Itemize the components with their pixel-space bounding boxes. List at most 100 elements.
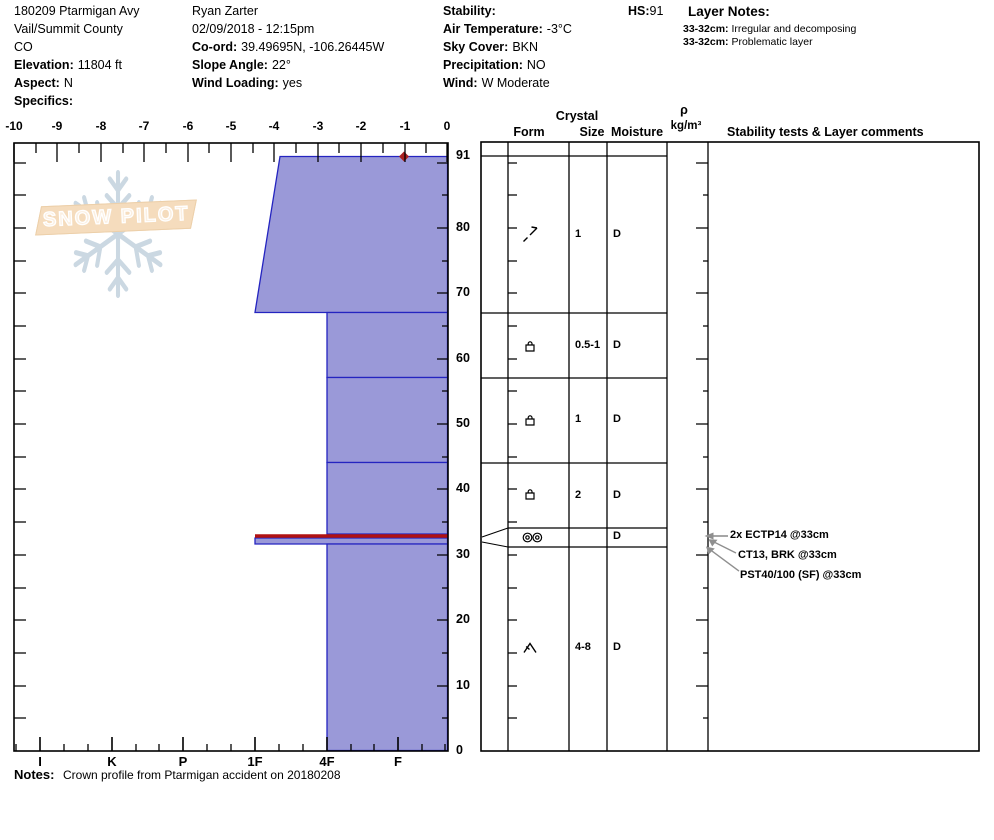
depth-tick-label: 0 (456, 743, 463, 757)
depth-right-major-ticks (437, 162, 448, 687)
crystal-form-fc-icon (525, 341, 535, 352)
site-title: 180209 Ptarmigan Avy (14, 4, 140, 18)
wind: Wind: W Moderate (443, 76, 550, 90)
temp-tick-label: -7 (138, 119, 150, 133)
temp-axis-major-ticks (13, 143, 448, 162)
temp-tick-label: -2 (355, 119, 367, 133)
layer-bar-67-57 (326, 311, 449, 379)
layer-bar-32-0 (326, 543, 449, 752)
precipitation: Precipitation: NO (443, 58, 546, 72)
temp-tick-label: -5 (225, 119, 237, 133)
layer-bar-33-32 (254, 537, 449, 545)
wind-loading: Wind Loading: yes (192, 76, 303, 90)
crystal-form-mfcr-icon (522, 532, 543, 543)
depth-tick-label: 30 (456, 547, 470, 561)
depth-tick-label: 40 (456, 481, 470, 495)
table-header-density-units: kg/m³ (670, 120, 702, 132)
layer-note: 33-32cm: Problematic layer (683, 36, 813, 48)
temp-tick-label: -6 (182, 119, 194, 133)
crystal-form-fc-icon (525, 489, 535, 500)
moisture-cell: D (613, 489, 621, 501)
stability-rating: Stability: (443, 4, 496, 18)
depth-tick-label: 20 (456, 612, 470, 626)
density-column-major-ticks (696, 162, 708, 687)
layer-bar-57-44 (326, 376, 449, 464)
moisture-cell: D (613, 339, 621, 351)
layer-bar-91-67 (254, 155, 449, 314)
temp-tick-label: -1 (399, 119, 411, 133)
snowpilot-logo-text: SNOW PILOT (42, 202, 191, 232)
moisture-cell: D (613, 530, 621, 542)
observer-name: Ryan Zarter (192, 4, 258, 18)
temp-axis-minor-ticks (35, 143, 427, 153)
sky-cover: Sky Cover: BKN (443, 40, 539, 54)
grain-size-cell: 0.5-1 (575, 339, 601, 351)
table-header-comments: Stability tests & Layer comments (727, 125, 924, 139)
stability-test-result: CT13, BRK @33cm (738, 549, 837, 561)
hardness-axis-minor-ticks (15, 744, 446, 751)
hardness-tick-label: 4F (319, 754, 335, 769)
temp-tick-label: 0 (443, 119, 451, 133)
layer-note: 33-32cm: Irregular and decomposing (683, 23, 857, 35)
form-column-depth-ticks (508, 162, 517, 719)
moisture-cell: D (613, 228, 621, 240)
grain-size-cell: 2 (575, 489, 582, 501)
depth-tick-label: 50 (456, 416, 470, 430)
depth-tick-label: 10 (456, 678, 470, 692)
layer-table-border (480, 141, 980, 752)
layer-bar-44-33 (326, 461, 449, 535)
depth-tick-label: 60 (456, 351, 470, 365)
table-header-size: Size (579, 125, 605, 139)
hardness-tick-label: P (178, 754, 188, 769)
thin-layer-flare-bracket (481, 527, 509, 548)
temp-tick-label: -8 (95, 119, 107, 133)
temp-tick-label: -9 (51, 119, 63, 133)
notes-text: Crown profile from Ptarmigan accident on… (63, 768, 341, 782)
stability-test-result: 2x ECTP14 @33cm (730, 529, 829, 541)
stability-test-arrows (704, 532, 740, 572)
temp-tick-label: -10 (5, 119, 23, 133)
air-temperature: Air Temperature: -3°C (443, 22, 572, 36)
notes-label: Notes: (14, 767, 55, 782)
grain-size-cell: 1 (575, 413, 582, 425)
coordinates: Co-ord: 39.49695N, -106.26445W (192, 40, 385, 54)
hardness-tick-label: I (38, 754, 42, 769)
site-elevation: Elevation: 11804 ft (14, 58, 123, 72)
hardness-axis-major-ticks (39, 737, 399, 751)
moisture-cell: D (613, 641, 621, 653)
hardness-tick-label: K (107, 754, 117, 769)
table-column-lines (507, 142, 709, 751)
site-state: CO (14, 40, 33, 54)
table-header-moisture: Moisture (610, 125, 664, 139)
crystal-form-df-icon (523, 226, 538, 242)
density-column-minor-ticks (703, 194, 708, 719)
stability-test-result: PST40/100 (SF) @33cm (740, 569, 862, 581)
site-region: Vail/Summit County (14, 22, 123, 36)
crystal-form-fc-icon (525, 415, 535, 426)
site-specifics: Specifics: (14, 94, 74, 108)
temp-tick-label: -3 (312, 119, 324, 133)
table-header-form: Form (513, 125, 545, 139)
layer-notes-title: Layer Notes: (688, 4, 770, 19)
axis-ticks (13, 143, 448, 751)
hardness-tick-label: 1F (247, 754, 263, 769)
moisture-cell: D (613, 413, 621, 425)
observation-datetime: 02/09/2018 - 12:15pm (192, 22, 315, 36)
snowpilot-snowflake-icon (73, 170, 163, 298)
table-header-crystal: Crystal (555, 109, 599, 123)
depth-right-minor-ticks (442, 194, 448, 719)
site-aspect: Aspect: N (14, 76, 73, 90)
crystal-form-dh-icon (523, 642, 537, 653)
slope-angle: Slope Angle: 22° (192, 58, 291, 72)
temp-tick-label: -4 (268, 119, 280, 133)
depth-tick-label: 80 (456, 220, 470, 234)
depth-tick-label: 91 (456, 148, 470, 162)
crystal-form-symbols (522, 226, 543, 653)
hardness-profile-layers (254, 155, 449, 752)
grain-size-cell: 1 (575, 228, 582, 240)
grain-size-cell: 4-8 (575, 641, 591, 653)
temperature-point-marker (399, 151, 409, 162)
table-header-density-symbol: ρ (680, 103, 688, 117)
